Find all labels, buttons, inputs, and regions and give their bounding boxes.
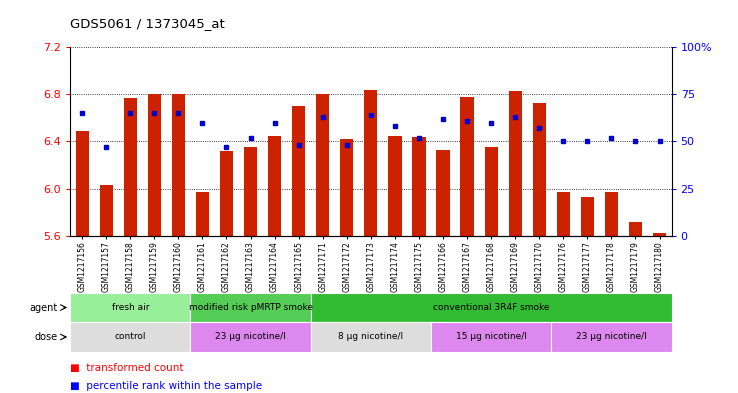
Bar [292, 106, 306, 236]
Text: 23 μg nicotine/l: 23 μg nicotine/l [215, 332, 286, 342]
Text: fresh air: fresh air [111, 303, 149, 312]
Bar [148, 94, 161, 236]
Bar [388, 136, 401, 236]
Bar [581, 197, 594, 236]
Bar [190, 293, 311, 322]
Bar [365, 90, 377, 236]
Bar [436, 150, 449, 236]
Text: conventional 3R4F smoke: conventional 3R4F smoke [433, 303, 549, 312]
Bar [485, 147, 497, 236]
Bar [605, 192, 618, 236]
Bar [556, 192, 570, 236]
Text: agent: agent [30, 303, 58, 312]
Bar [75, 131, 89, 236]
Text: ■  percentile rank within the sample: ■ percentile rank within the sample [70, 381, 262, 391]
Bar [413, 137, 426, 236]
Bar [172, 94, 185, 236]
Text: ■  transformed count: ■ transformed count [70, 364, 184, 373]
Bar [268, 136, 281, 236]
Text: modified risk pMRTP smoke: modified risk pMRTP smoke [188, 303, 313, 312]
Bar [461, 97, 474, 236]
Bar [311, 293, 672, 322]
Bar [629, 222, 642, 236]
Bar [190, 322, 311, 352]
Bar [316, 94, 329, 236]
Bar [244, 147, 257, 236]
Text: 15 μg nicotine/l: 15 μg nicotine/l [455, 332, 527, 342]
Bar [311, 322, 431, 352]
Bar [431, 322, 551, 352]
Bar [70, 293, 190, 322]
Text: dose: dose [35, 332, 58, 342]
Bar [653, 233, 666, 236]
Bar [533, 103, 546, 236]
Bar [551, 322, 672, 352]
Bar [220, 151, 233, 236]
Bar [340, 139, 354, 236]
Text: control: control [114, 332, 146, 342]
Bar [100, 185, 113, 236]
Bar [124, 98, 137, 236]
Text: 8 μg nicotine/l: 8 μg nicotine/l [338, 332, 404, 342]
Text: GDS5061 / 1373045_at: GDS5061 / 1373045_at [70, 18, 225, 31]
Bar [70, 322, 190, 352]
Bar [196, 192, 209, 236]
Text: 23 μg nicotine/l: 23 μg nicotine/l [576, 332, 646, 342]
Bar [508, 91, 522, 236]
